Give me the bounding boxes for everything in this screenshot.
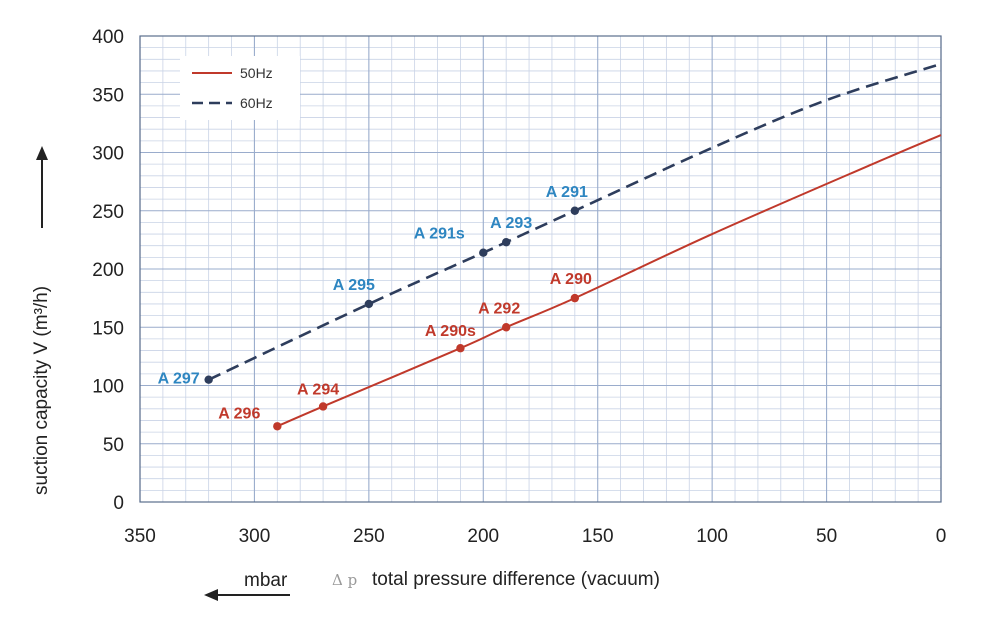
point-label: A 291 xyxy=(546,184,588,201)
delta-p-symbol: Δ p xyxy=(332,571,357,589)
y-tick-label: 0 xyxy=(113,493,124,514)
data-point xyxy=(501,323,511,332)
y-tick-label: 100 xyxy=(92,377,124,398)
y-axis-title: suction capacity V (m³/h) xyxy=(31,286,52,495)
point-label: A 291s xyxy=(414,226,465,243)
data-point xyxy=(479,248,488,257)
point-label: A 292 xyxy=(478,300,520,317)
point-label: A 296 xyxy=(218,405,260,422)
x-tick-label: 250 xyxy=(353,526,385,547)
y-tick-label: 350 xyxy=(92,85,124,106)
series-lines xyxy=(208,62,942,428)
data-point xyxy=(273,422,282,431)
y-axis-tick-labels: 0 50 100 150 200 250 300 350 400 xyxy=(92,27,124,514)
point-label: A 290s xyxy=(425,323,476,340)
data-point xyxy=(364,299,374,309)
legend-box xyxy=(180,56,300,120)
x-tick-label: 200 xyxy=(467,526,499,547)
data-point xyxy=(501,238,511,247)
legend-label-60hz: 60Hz xyxy=(240,95,273,111)
data-point xyxy=(570,206,580,215)
point-label: A 290 xyxy=(550,271,592,288)
x-tick-label: 100 xyxy=(696,526,728,547)
data-point xyxy=(318,402,328,411)
x-axis-arrowhead-icon xyxy=(204,589,218,601)
point-label: A 294 xyxy=(297,381,339,398)
unit-label: mbar xyxy=(244,570,288,591)
y-tick-label: 400 xyxy=(92,27,124,48)
point-label: A 293 xyxy=(490,215,532,232)
y-tick-label: 250 xyxy=(92,202,124,223)
data-point xyxy=(456,344,465,353)
data-point xyxy=(570,293,580,303)
y-tick-label: 200 xyxy=(92,260,124,281)
series-line-60hz xyxy=(208,62,942,381)
y-tick-label: 300 xyxy=(92,144,124,165)
data-point xyxy=(204,375,213,384)
x-axis-tick-labels: 350 300 250 200 150 100 50 0 xyxy=(124,526,946,547)
y-tick-label: 150 xyxy=(92,318,124,339)
point-label: A 297 xyxy=(158,371,200,388)
y-axis-title-group: suction capacity V (m³/h) xyxy=(31,146,52,495)
y-axis-arrowhead-icon xyxy=(36,146,48,160)
point-label: A 295 xyxy=(333,277,375,294)
x-tick-label: 0 xyxy=(936,526,947,547)
x-tick-label: 150 xyxy=(582,526,614,547)
x-tick-label: 350 xyxy=(124,526,156,547)
x-axis-title: total pressure difference (vacuum) xyxy=(372,569,660,590)
legend: 50Hz 60Hz xyxy=(180,56,300,120)
series-points xyxy=(204,206,580,431)
x-tick-label: 300 xyxy=(239,526,271,547)
x-tick-label: 50 xyxy=(816,526,837,547)
plot-area-frame xyxy=(139,35,942,503)
x-axis-title-group: mbar Δ p total pressure difference (vacu… xyxy=(204,569,660,601)
y-tick-label: 50 xyxy=(103,435,124,456)
series-line-50hz xyxy=(276,134,942,428)
legend-label-50hz: 50Hz xyxy=(240,65,273,81)
